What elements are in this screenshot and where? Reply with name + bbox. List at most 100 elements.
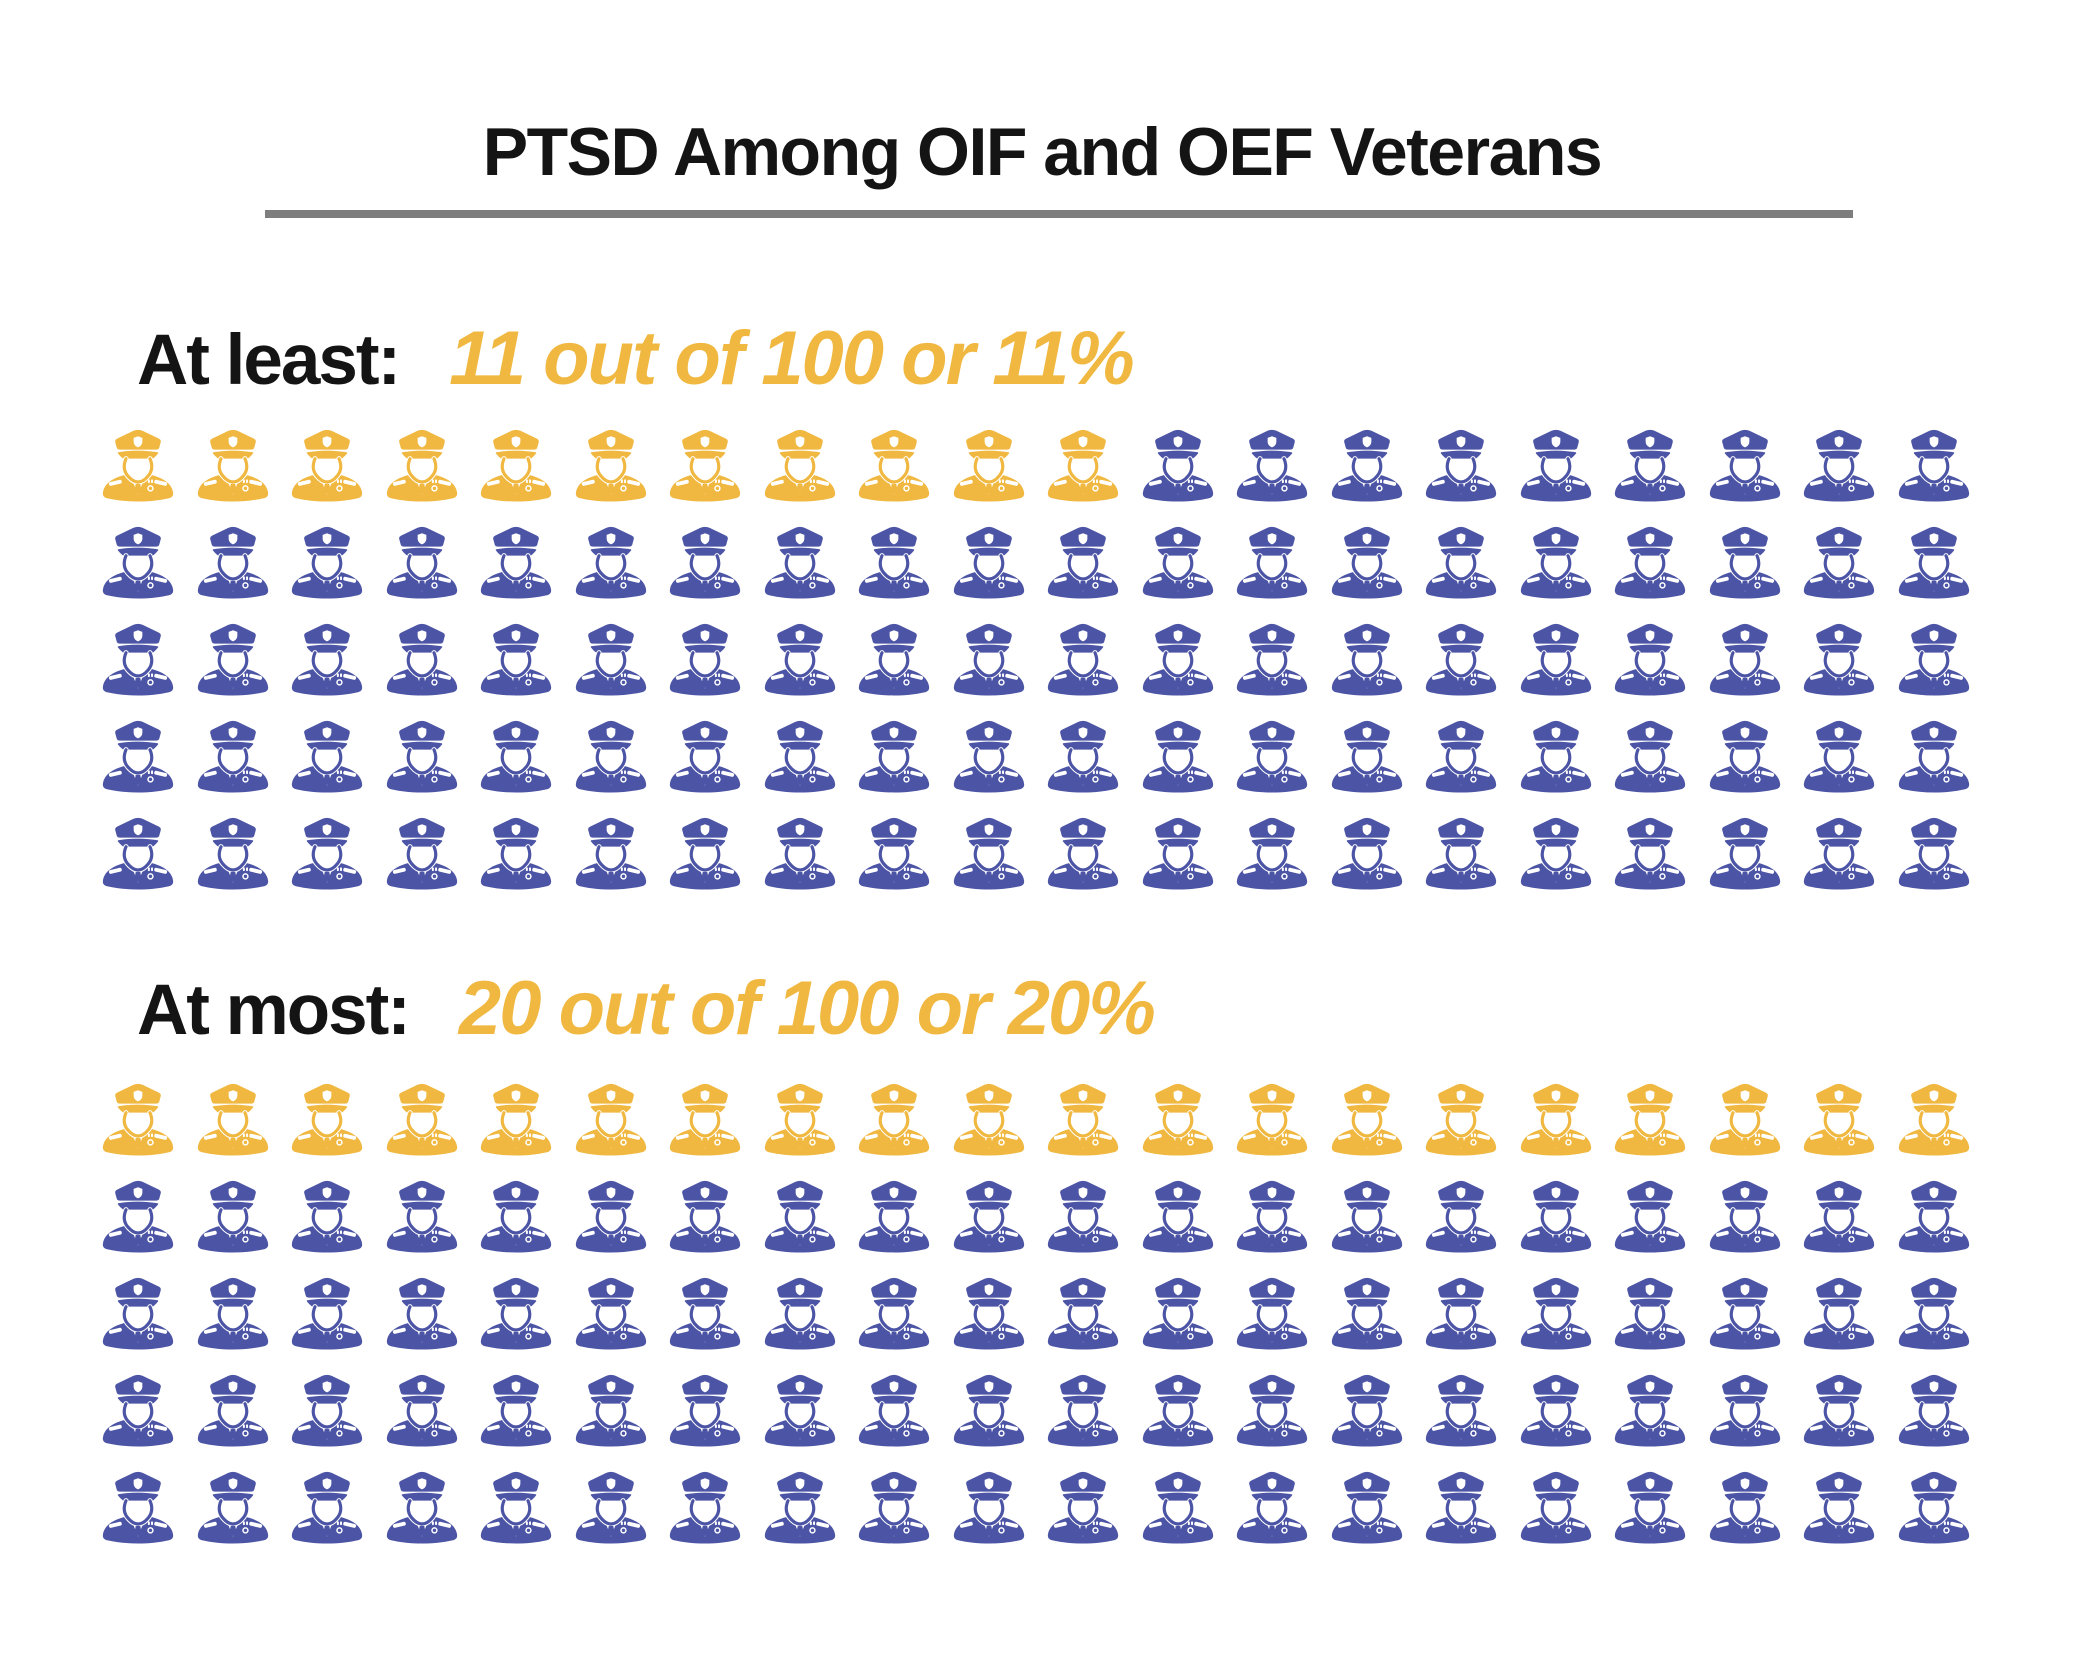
officer-icon [1140, 816, 1216, 891]
officer-icon [384, 525, 460, 600]
officer-icon [1329, 816, 1405, 891]
officer-icon [951, 816, 1027, 891]
officer-icon-highlighted [384, 1082, 460, 1157]
officer-icon [384, 816, 460, 891]
officer-icon [667, 525, 743, 600]
chart-title: PTSD Among OIF and OEF Veterans [482, 114, 1603, 190]
officer-icon [195, 816, 271, 891]
at-least-label-row: At least: 11 out of 100 or 11% [137, 321, 1135, 397]
officer-icon [1234, 816, 1310, 891]
officer-icon [1045, 816, 1121, 891]
officer-icon [1707, 1373, 1783, 1448]
officer-icon [1234, 622, 1310, 697]
officer-icon [1896, 1470, 1972, 1545]
officer-icon-highlighted [289, 428, 365, 503]
officer-icon [1045, 622, 1121, 697]
officer-icon-highlighted [1801, 1082, 1877, 1157]
officer-icon [1234, 719, 1310, 794]
officer-icon [1896, 719, 1972, 794]
officer-icon [951, 1470, 1027, 1545]
officer-icon [195, 622, 271, 697]
officer-icon [1423, 1470, 1499, 1545]
officer-icon [1518, 1373, 1594, 1448]
officer-icon [100, 622, 176, 697]
officer-icon [478, 1179, 554, 1254]
officer-icon [1423, 428, 1499, 503]
officer-icon [762, 816, 838, 891]
officer-icon [1045, 1373, 1121, 1448]
officer-icon-highlighted [195, 428, 271, 503]
officer-icon [1612, 1373, 1688, 1448]
officer-icon [667, 622, 743, 697]
officer-icon [1801, 1470, 1877, 1545]
officer-icon-highlighted [856, 428, 932, 503]
officer-icon-highlighted [1045, 428, 1121, 503]
officer-icon [1612, 816, 1688, 891]
officer-icon [1423, 622, 1499, 697]
officer-icon [289, 525, 365, 600]
officer-icon [1329, 1179, 1405, 1254]
officer-icon [195, 1470, 271, 1545]
officer-icon-highlighted [573, 428, 649, 503]
officer-icon [951, 719, 1027, 794]
officer-icon [1707, 1470, 1783, 1545]
officer-icon [384, 1470, 460, 1545]
officer-icon [478, 1276, 554, 1351]
officer-icon [856, 1179, 932, 1254]
officer-icon [1045, 525, 1121, 600]
officer-icon [573, 1179, 649, 1254]
officer-icon [1329, 428, 1405, 503]
officer-icon [1518, 525, 1594, 600]
officer-icon [1140, 1373, 1216, 1448]
officer-icon [856, 719, 932, 794]
officer-icon-highlighted [856, 1082, 932, 1157]
officer-icon [1801, 1373, 1877, 1448]
officer-icon [1234, 525, 1310, 600]
officer-icon [478, 525, 554, 600]
officer-icon [1423, 816, 1499, 891]
officer-icon-highlighted [1707, 1082, 1783, 1157]
officer-icon [856, 1276, 932, 1351]
officer-icon [478, 1470, 554, 1545]
officer-icon [573, 1373, 649, 1448]
officer-icon [762, 719, 838, 794]
officer-icon [1896, 622, 1972, 697]
officer-icon-highlighted [289, 1082, 365, 1157]
officer-icon [289, 816, 365, 891]
officer-icon [1896, 1373, 1972, 1448]
officer-icon [1329, 719, 1405, 794]
officer-icon [762, 1373, 838, 1448]
officer-icon [1801, 1276, 1877, 1351]
officer-icon-highlighted [951, 428, 1027, 503]
officer-icon [1423, 1179, 1499, 1254]
officer-icon-highlighted [478, 1082, 554, 1157]
officer-icon [856, 1470, 932, 1545]
officer-icon [384, 622, 460, 697]
officer-icon [1801, 622, 1877, 697]
officer-icon [1140, 1276, 1216, 1351]
officer-icon [762, 1276, 838, 1351]
officer-icon [762, 1470, 838, 1545]
officer-icon [1801, 428, 1877, 503]
officer-icon [1518, 816, 1594, 891]
officer-icon [100, 1276, 176, 1351]
officer-icon [100, 816, 176, 891]
officer-icon [667, 816, 743, 891]
officer-icon [667, 719, 743, 794]
officer-icon-highlighted [1045, 1082, 1121, 1157]
officer-icon [1518, 719, 1594, 794]
officer-icon [1140, 1470, 1216, 1545]
officer-icon [573, 622, 649, 697]
officer-icon [100, 1470, 176, 1545]
officer-icon [1329, 525, 1405, 600]
officer-icon [1612, 719, 1688, 794]
officer-icon-highlighted [100, 428, 176, 503]
officer-icon [667, 1179, 743, 1254]
officer-icon [1234, 428, 1310, 503]
officer-icon [1329, 1373, 1405, 1448]
officer-icon [1707, 525, 1783, 600]
officer-icon-highlighted [951, 1082, 1027, 1157]
officer-icon [289, 1373, 365, 1448]
officer-icon [1707, 1276, 1783, 1351]
officer-icon [951, 622, 1027, 697]
